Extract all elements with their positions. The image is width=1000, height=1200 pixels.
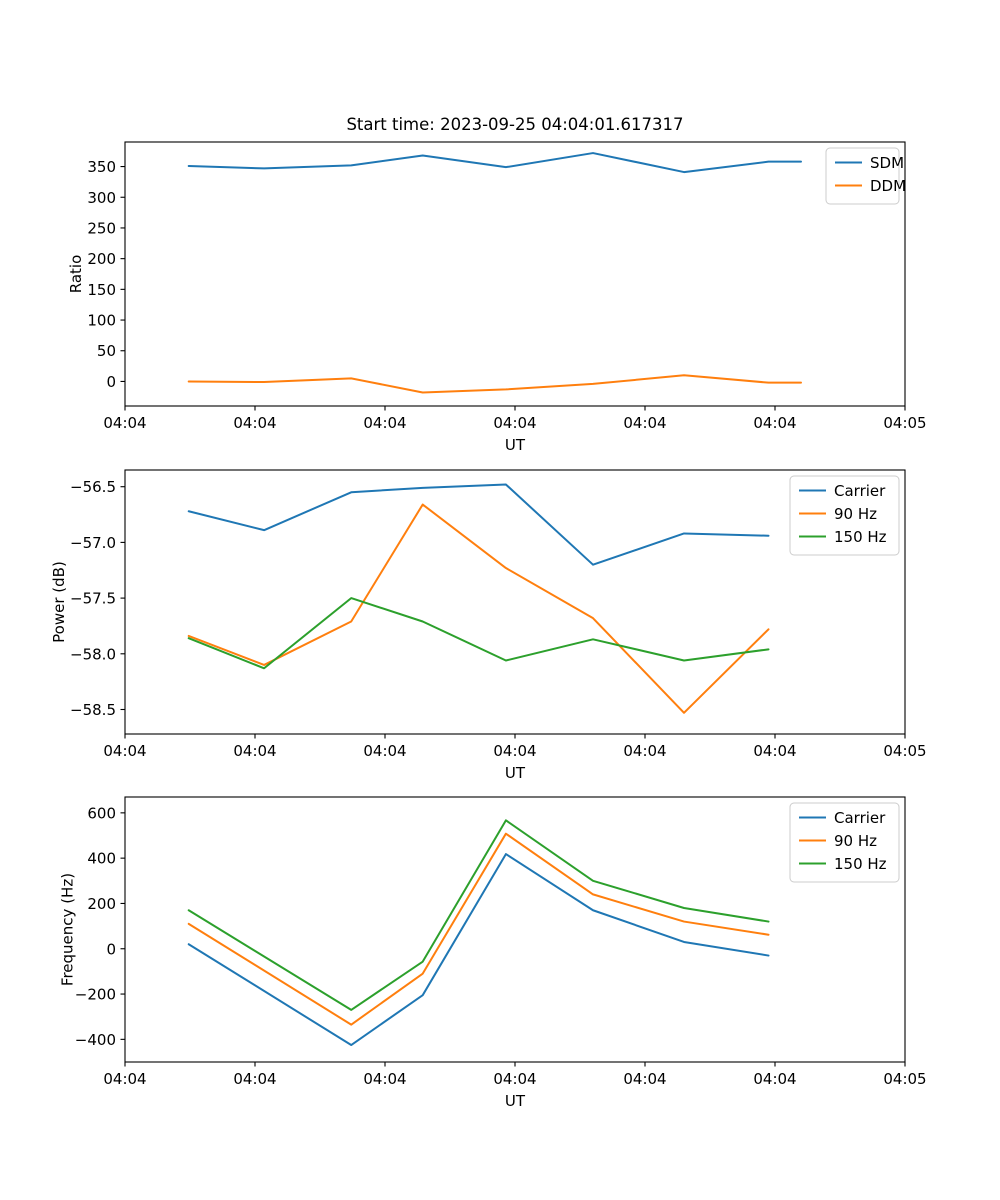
x-axis-label: UT	[505, 764, 526, 782]
legend-box	[789, 802, 900, 883]
y-tick-label: −200	[75, 986, 116, 1004]
y-tick-label: −400	[75, 1031, 116, 1049]
x-tick-label: 04:04	[103, 1070, 146, 1088]
y-tick-label: 100	[87, 312, 116, 330]
y-tick-label: 150	[87, 281, 116, 299]
x-tick-label: 04:04	[233, 1070, 276, 1088]
legend-ratio: SDM DDM	[825, 147, 906, 205]
legend-label: SDM	[870, 154, 904, 172]
legend-power: Carrier 90 Hz 150 Hz	[789, 475, 900, 556]
x-tick-label: 04:05	[883, 414, 926, 432]
y-tick-label: 50	[97, 342, 116, 360]
y-tick-label: 300	[87, 189, 116, 207]
x-tick-label: 04:04	[623, 414, 666, 432]
y-tick-label: −57.5	[70, 590, 116, 608]
x-axis-label: UT	[505, 1092, 526, 1110]
y-tick-label: 250	[87, 219, 116, 237]
y-tick-label: 400	[87, 850, 116, 868]
x-tick-label: 04:04	[363, 1070, 406, 1088]
series-line-sdm	[187, 152, 802, 174]
x-axis-label: UT	[505, 436, 526, 454]
subplot-ratio: Start time: 2023-09-25 04:04:01.617317 04…	[67, 115, 926, 454]
x-tick-label: 04:04	[753, 1070, 796, 1088]
x-tick-label: 04:04	[493, 414, 536, 432]
y-axis-label: Power (dB)	[50, 561, 68, 643]
x-tick-label: 04:04	[103, 414, 146, 432]
legend-label: 150 Hz	[834, 855, 887, 873]
y-tick-label: 0	[106, 940, 116, 958]
legend-label: 90 Hz	[834, 505, 877, 523]
y-tick-label: −56.5	[70, 478, 116, 496]
x-tick-label: 04:04	[233, 414, 276, 432]
x-tick-label: 04:04	[753, 414, 796, 432]
x-tick-label: 04:04	[103, 742, 146, 760]
y-tick-label: −57.0	[70, 534, 116, 552]
y-tick-label: 350	[87, 158, 116, 176]
legend-label: DDM	[870, 177, 906, 195]
axes-frame-ratio	[124, 141, 906, 407]
series-line-ddm	[187, 374, 802, 394]
x-tick-label: 04:04	[363, 414, 406, 432]
series-line-150-hz	[187, 819, 770, 1011]
series-line-150-hz	[187, 597, 770, 670]
x-tick-label: 04:04	[493, 742, 536, 760]
legend-box	[789, 475, 900, 556]
y-tick-label: −58.5	[70, 701, 116, 719]
series-line-90-hz	[187, 503, 770, 714]
x-tick-label: 04:04	[233, 742, 276, 760]
x-tick-label: 04:04	[493, 1070, 536, 1088]
plot-title: Start time: 2023-09-25 04:04:01.617317	[346, 115, 683, 134]
legend-label: Carrier	[834, 809, 886, 827]
x-tick-label: 04:04	[623, 742, 666, 760]
x-tick-label: 04:04	[363, 742, 406, 760]
legend-frequency: Carrier 90 Hz 150 Hz	[789, 802, 900, 883]
x-tick-label: 04:04	[753, 742, 796, 760]
axes-frame-frequency	[124, 796, 906, 1063]
series-line-carrier	[187, 483, 770, 566]
y-tick-label: −58.0	[70, 645, 116, 663]
y-tick-label: 200	[87, 250, 116, 268]
x-tick-label: 04:04	[623, 1070, 666, 1088]
series-line-carrier	[187, 853, 770, 1047]
x-tick-label: 04:05	[883, 742, 926, 760]
legend-label: 150 Hz	[834, 528, 887, 546]
subplot-frequency: 04:04 04:04 04:04 04:04 04:04 04:04 04:05 UT −40…	[59, 796, 927, 1110]
x-tick-label: 04:05	[883, 1070, 926, 1088]
subplot-power: 04:04 04:04 04:04 04:04 04:04 04:04 04:05 UT −58…	[50, 469, 927, 782]
legend-label: Carrier	[834, 482, 886, 500]
y-tick-label: 0	[106, 373, 116, 391]
y-tick-label: 600	[87, 804, 116, 822]
series-line-90-hz	[187, 832, 770, 1026]
y-tick-label: 200	[87, 895, 116, 913]
y-axis-label: Ratio	[67, 255, 85, 294]
legend-label: 90 Hz	[834, 832, 877, 850]
y-axis-label: Frequency (Hz)	[59, 873, 77, 986]
axes-frame-power	[124, 469, 906, 735]
